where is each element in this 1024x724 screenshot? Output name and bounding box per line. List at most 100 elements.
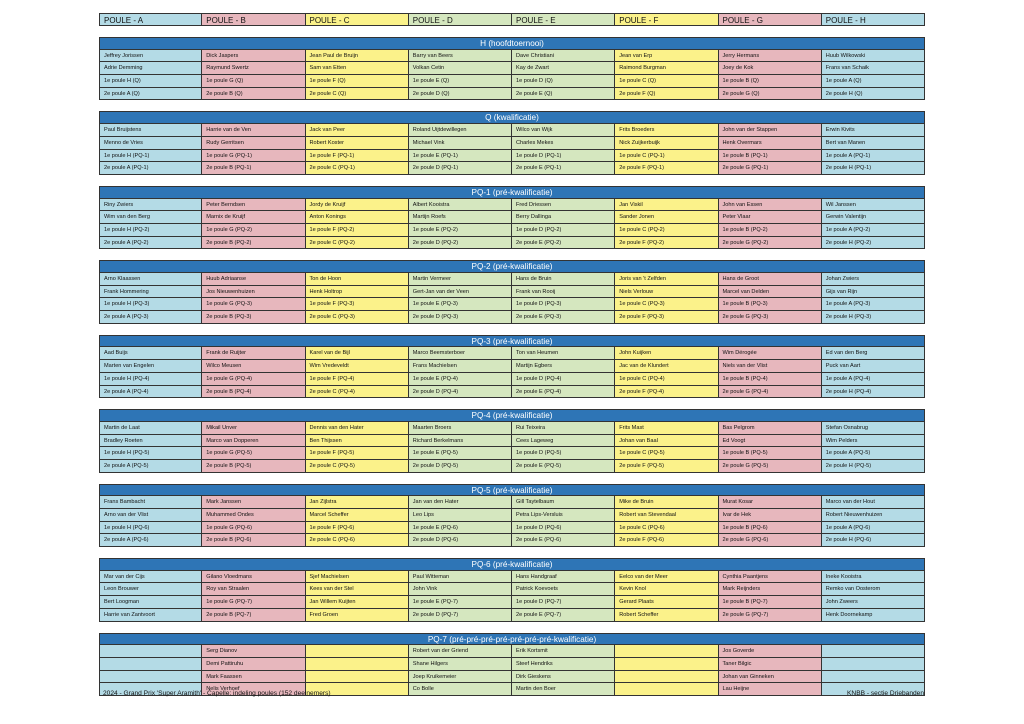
poule-cell-h: Gijs van Rijn bbox=[821, 285, 925, 299]
poule-cell-d: 1e poule E (PQ-5) bbox=[408, 447, 512, 460]
poule-cell-a: Frank Hommering bbox=[99, 285, 203, 299]
poule-cell-h: 1e poule A (PQ-4) bbox=[821, 372, 925, 386]
poule-cell-b: Frank de Ruijter bbox=[202, 347, 306, 361]
poule-cell-e: Hans Handgraaf bbox=[512, 570, 616, 584]
poule-cell-h: Erwin Kivits bbox=[821, 124, 925, 137]
poule-cell-f: Frits Mast bbox=[615, 421, 719, 435]
poule-cell-a: 1e poule H (PQ-6) bbox=[99, 521, 203, 535]
table-row: Wim van den Berg Marnix de Kruijf Anton Ko… bbox=[99, 211, 925, 224]
footer-right-text: KNBB - sectie Driebanden bbox=[847, 690, 924, 697]
poule-cell-h: 1e poule A (PQ-2) bbox=[821, 223, 925, 237]
poule-cell-f: 1e poule C (PQ-1) bbox=[615, 149, 719, 163]
table-row: 2e poule A (PQ-2) 2e poule B (PQ-2) 2e pou… bbox=[99, 236, 925, 250]
poule-cell-g: Lau Heijne bbox=[718, 683, 822, 696]
poule-cell-c bbox=[305, 645, 409, 658]
poule-cell-f: Robert Scheffer bbox=[615, 608, 719, 622]
poule-cell-g: 2e poule G (PQ-3) bbox=[718, 311, 822, 324]
table-row: Frans Bambacht Mark Janssen Jan Zijlstra Ja… bbox=[99, 496, 925, 509]
poule-cell-b: Dick Jaspers bbox=[202, 49, 306, 63]
table-row: Bert Loogman 1e poule G (PQ-7) Jan Willem … bbox=[99, 596, 925, 609]
poule-cell-c: Sjef Machielsen bbox=[305, 570, 409, 584]
table-row: Arno Klaassen Huub Adriaanse Ton de Hoon Ma… bbox=[99, 273, 925, 286]
poule-cell-e: 2e poule E (PQ-4) bbox=[512, 385, 616, 399]
poule-cell-f: Niels Verlouw bbox=[615, 285, 719, 299]
poule-cell-b: Marco van Dopperen bbox=[202, 434, 306, 448]
poule-cell-h: John Zweers bbox=[821, 596, 925, 609]
table-row: 2e poule A (PQ-3) 2e poule B (PQ-3) 2e pou… bbox=[99, 311, 925, 324]
poule-header-b: POULE - B bbox=[202, 13, 306, 26]
poule-cell-b: Huub Adriaanse bbox=[202, 273, 306, 286]
poule-cell-a: Arno van der Vlist bbox=[99, 509, 203, 522]
table-row: 1e poule H (PQ-2) 1e poule G (PQ-2) 1e pou… bbox=[99, 223, 925, 237]
poule-cell-b: Harrie van de Ven bbox=[202, 124, 306, 137]
table-row: Mark Faassen Joep Kruikemeier Dirk Giesken… bbox=[99, 670, 925, 684]
poule-cell-e: 1e poule D (PQ-6) bbox=[512, 521, 616, 535]
poule-cell-d: Albert Kooistra bbox=[408, 198, 512, 212]
poule-cell-f: Eelco van der Meer bbox=[615, 570, 719, 584]
table-row: Jeffrey Jorissen Dick Jaspers Jean Paul de… bbox=[99, 49, 925, 63]
poule-cell-e: 1e poule D (PQ-7) bbox=[512, 596, 616, 609]
poule-cell-h: Wil Janssen bbox=[821, 198, 925, 212]
poule-cell-g: Ed Voogt bbox=[718, 434, 822, 448]
poule-cell-b: 2e poule B (PQ-2) bbox=[202, 236, 306, 250]
poule-cell-h bbox=[821, 657, 925, 671]
section-block: PQ-2 (pré-kwalificatie) Arno Klaassen Huub… bbox=[99, 260, 925, 324]
poule-header-row: POULE - A POULE - B POULE - C POULE - D POUL… bbox=[99, 13, 925, 26]
poule-cell-e: Martin den Boer bbox=[512, 683, 616, 696]
table-row: 1e poule H (Q) 1e poule G (Q) 1e poule F (… bbox=[99, 75, 925, 88]
poule-cell-f: 2e poule F (PQ-4) bbox=[615, 385, 719, 399]
poule-cell-e: 2e poule E (PQ-6) bbox=[512, 534, 616, 548]
poule-cell-g: Cynthia Paantjens bbox=[718, 570, 822, 584]
poule-cell-c: Jordy de Kruijf bbox=[305, 198, 409, 212]
poule-cell-d: 2e poule D (PQ-6) bbox=[408, 534, 512, 548]
poule-cell-f bbox=[615, 657, 719, 671]
table-row: 2e poule A (PQ-1) 2e poule B (PQ-1) 2e pou… bbox=[99, 162, 925, 175]
poule-cell-c: 2e poule C (PQ-4) bbox=[305, 385, 409, 399]
poule-cell-h bbox=[821, 645, 925, 658]
poule-cell-f: 1e poule C (PQ-3) bbox=[615, 298, 719, 312]
poule-cell-b: Wilco Meusen bbox=[202, 360, 306, 373]
poule-cell-a: Bradley Roeten bbox=[99, 434, 203, 448]
poule-cell-e: 2e poule E (PQ-2) bbox=[512, 236, 616, 250]
poule-cell-b: Gilano Vloedmans bbox=[202, 570, 306, 584]
poule-cell-f: 1e poule C (PQ-6) bbox=[615, 521, 719, 535]
poule-cell-a bbox=[99, 645, 203, 658]
poule-cell-a bbox=[99, 657, 203, 671]
poule-cell-f: Jan Viskil bbox=[615, 198, 719, 212]
poule-cell-a: Menno de Vries bbox=[99, 136, 203, 150]
poule-cell-g: 1e poule B (PQ-7) bbox=[718, 596, 822, 609]
poule-cell-f: Kevin Knol bbox=[615, 583, 719, 597]
poule-cell-d: 1e poule E (PQ-6) bbox=[408, 521, 512, 535]
poule-cell-c: Dennis van den Hater bbox=[305, 421, 409, 435]
section-title: PQ-6 (pré-kwalificatie) bbox=[99, 558, 925, 571]
poule-cell-b: Rudy Gerritsen bbox=[202, 136, 306, 150]
section-title: PQ-2 (pré-kwalificatie) bbox=[99, 260, 925, 273]
poule-cell-e: Charles Mekes bbox=[512, 136, 616, 150]
table-row: Marten van Engelen Wilco Meusen Wim Vredev… bbox=[99, 360, 925, 373]
footer-left-text: 2024 - Grand Prix 'Super Aramith' - Cape… bbox=[103, 690, 331, 697]
poule-cell-h: 2e poule H (PQ-2) bbox=[821, 236, 925, 250]
poule-cell-a: 1e poule H (PQ-3) bbox=[99, 298, 203, 312]
poule-cell-c: Marcel Scheffer bbox=[305, 509, 409, 522]
page-footer: 2024 - Grand Prix 'Super Aramith' - Cape… bbox=[103, 690, 924, 697]
poule-cell-f: Frits Broeders bbox=[615, 124, 719, 137]
poule-cell-h: Gerwin Valentijn bbox=[821, 211, 925, 224]
table-row: Serg Dianov Robert van der Griend Erik Kor… bbox=[99, 645, 925, 658]
poule-cell-d: 2e poule D (PQ-4) bbox=[408, 385, 512, 399]
table-row: Harrie van Zantvoort 2e poule B (PQ-7) Fre… bbox=[99, 608, 925, 622]
poule-cell-a: Adrie Demming bbox=[99, 62, 203, 76]
poule-cell-g: Peter Vlaar bbox=[718, 211, 822, 224]
poule-cell-f: Raimond Burgman bbox=[615, 62, 719, 76]
poule-cell-d: Michael Vink bbox=[408, 136, 512, 150]
poule-cell-e: 1e poule D (PQ-1) bbox=[512, 149, 616, 163]
poule-cell-g: 1e poule B (PQ-6) bbox=[718, 521, 822, 535]
section-title: PQ-5 (pré-kwalificatie) bbox=[99, 483, 925, 497]
poule-cell-e: Ton van Heumen bbox=[512, 347, 616, 361]
poule-cell-a: Frans Bambacht bbox=[99, 496, 203, 509]
poule-cell-b: 1e poule G (PQ-1) bbox=[202, 149, 306, 163]
poule-cell-d: Gert-Jan van der Veen bbox=[408, 285, 512, 299]
poule-cell-e: Cees Lageweg bbox=[512, 434, 616, 448]
poule-cell-c: Sam van Etten bbox=[305, 62, 409, 76]
poule-cell-h: Robert Nieuwenhuizen bbox=[821, 509, 925, 522]
poule-cell-e: 2e poule E (PQ-3) bbox=[512, 311, 616, 324]
